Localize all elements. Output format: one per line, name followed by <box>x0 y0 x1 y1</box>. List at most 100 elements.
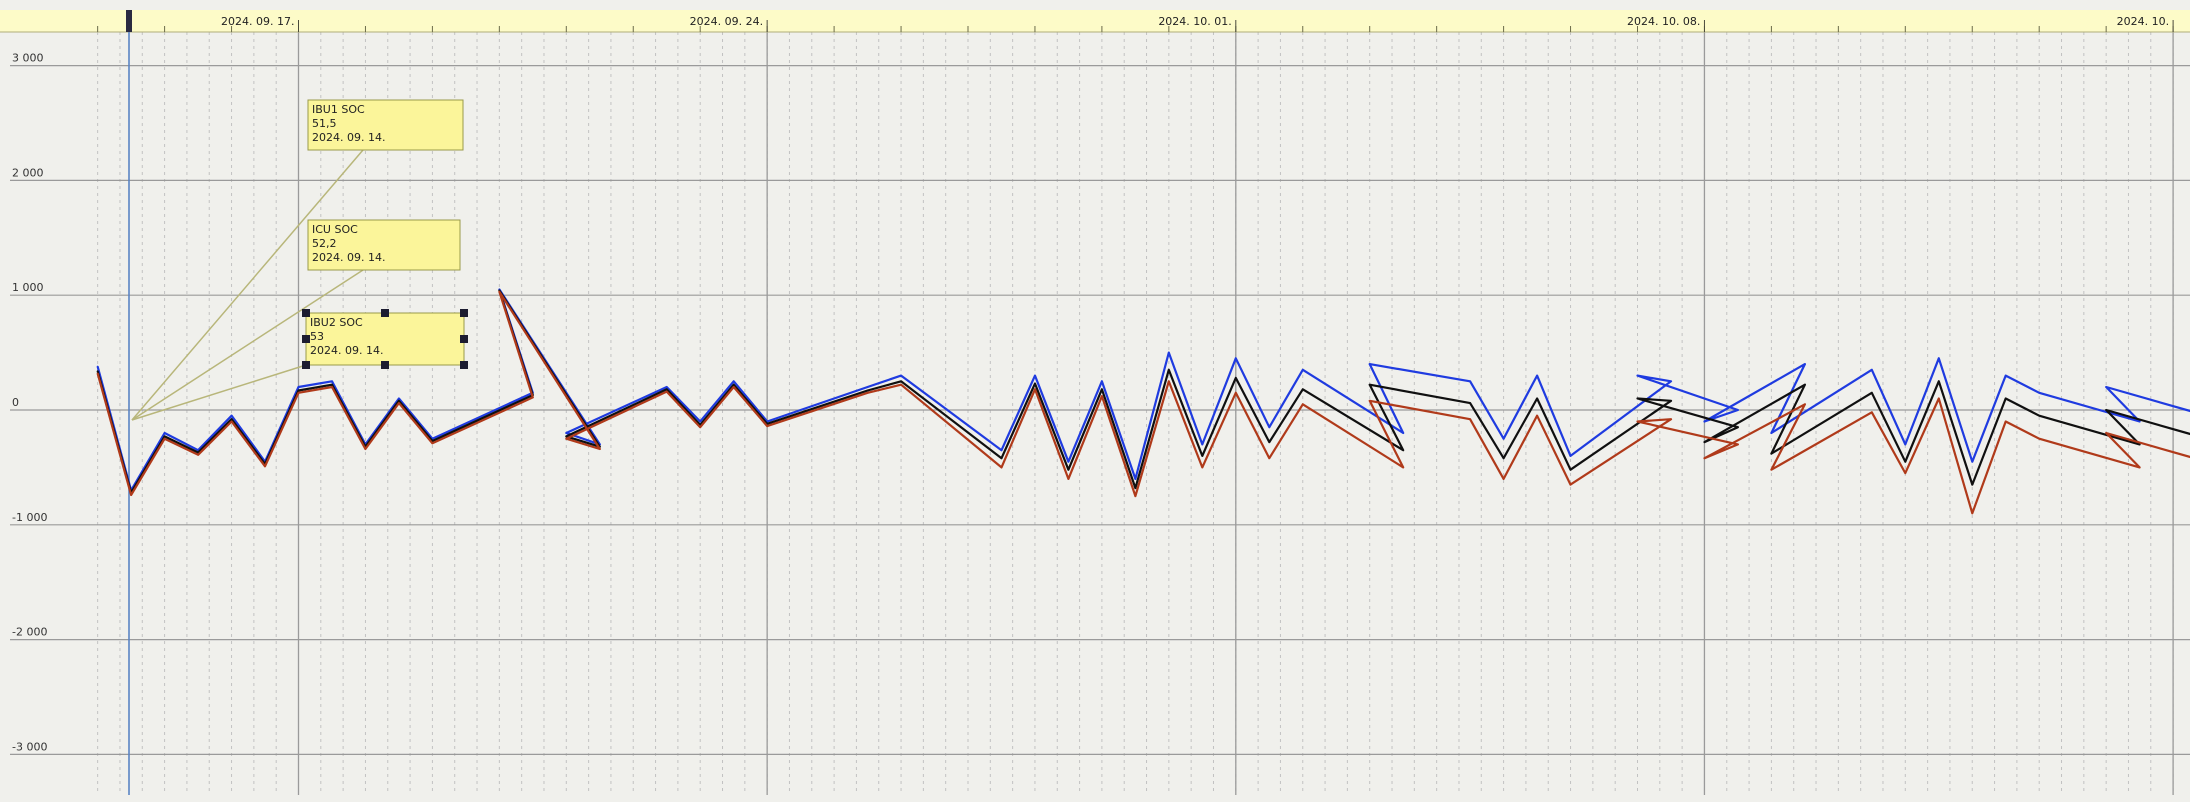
series-point-1 <box>1972 484 1974 486</box>
y-tick-label: 3 000 <box>12 52 44 65</box>
series-point-1 <box>1871 392 1873 394</box>
series-point-0 <box>164 432 166 434</box>
series-point-0 <box>666 386 668 388</box>
series-point-2 <box>1269 457 1271 459</box>
series-point-1 <box>1168 369 1170 371</box>
series-point-2 <box>532 397 534 399</box>
series-point-2 <box>1570 484 1572 486</box>
series-point-2 <box>1536 415 1538 417</box>
series-point-2 <box>130 494 132 496</box>
series-point-2 <box>164 438 166 440</box>
cursor-handle[interactable] <box>126 10 132 32</box>
series-point-1 <box>1001 457 1003 459</box>
series-point-1 <box>1369 384 1371 386</box>
series-point-0 <box>2005 375 2007 377</box>
series-point-1 <box>1068 469 1070 471</box>
series-point-2 <box>1503 478 1505 480</box>
series-point-2 <box>1068 478 1070 480</box>
series-point-1 <box>1905 461 1907 463</box>
y-tick-label: -3 000 <box>12 740 47 753</box>
resize-handle[interactable] <box>460 335 468 343</box>
resize-handle[interactable] <box>381 309 389 317</box>
series-point-1 <box>1235 377 1237 379</box>
series-point-0 <box>1804 363 1806 365</box>
series-point-2 <box>566 438 568 440</box>
series-point-0 <box>2038 392 2040 394</box>
annotation-title: IBU1 SOC <box>312 103 365 116</box>
series-point-0 <box>1536 375 1538 377</box>
series-point-0 <box>231 415 233 417</box>
series-point-2 <box>1938 398 1940 400</box>
resize-handle[interactable] <box>460 361 468 369</box>
x-tick-label: 2024. 10. 01. <box>1158 15 1231 28</box>
series-point-0 <box>1168 352 1170 354</box>
series-point-0 <box>1704 421 1706 423</box>
resize-handle[interactable] <box>381 361 389 369</box>
series-point-1 <box>398 400 400 402</box>
series-point-1 <box>1670 400 1672 402</box>
series-point-2 <box>867 392 869 394</box>
series-point-0 <box>331 381 333 383</box>
series-point-2 <box>1135 495 1137 497</box>
series-point-0 <box>1570 455 1572 457</box>
x-tick-label: 2024. 09. 17. <box>221 15 294 28</box>
annotation-date: 2024. 09. 14. <box>310 344 383 357</box>
series-point-0 <box>1369 363 1371 365</box>
series-point-1 <box>1637 398 1639 400</box>
series-point-0 <box>1871 369 1873 371</box>
series-point-1 <box>867 390 869 392</box>
series-point-1 <box>1536 398 1538 400</box>
series-point-0 <box>867 386 869 388</box>
series-point-2 <box>97 373 99 375</box>
series-point-1 <box>298 390 300 392</box>
series-point-1 <box>1302 389 1304 391</box>
series-point-0 <box>1202 444 1204 446</box>
annotation-value: 53 <box>310 330 324 343</box>
series-point-0 <box>1771 432 1773 434</box>
series-point-0 <box>1269 426 1271 428</box>
series-point-0 <box>1972 461 1974 463</box>
series-point-2 <box>1235 392 1237 394</box>
series-point-2 <box>1202 467 1204 469</box>
series-point-2 <box>398 402 400 404</box>
resize-handle[interactable] <box>302 335 310 343</box>
y-tick-label: 0 <box>12 396 19 409</box>
series-point-0 <box>1302 369 1304 371</box>
series-point-0 <box>1101 381 1103 383</box>
series-point-0 <box>1938 358 1940 360</box>
series-point-1 <box>164 436 166 438</box>
annotation-value: 52,2 <box>312 237 337 250</box>
series-point-2 <box>264 466 266 468</box>
series-point-2 <box>699 426 701 428</box>
series-point-2 <box>1168 381 1170 383</box>
series-point-1 <box>566 436 568 438</box>
series-point-1 <box>1570 469 1572 471</box>
series-point-0 <box>1737 409 1739 411</box>
x-tick-label: 2024. 10. 08. <box>1627 15 1700 28</box>
series-point-1 <box>1202 455 1204 457</box>
series-point-2 <box>1905 472 1907 474</box>
series-point-2 <box>1369 400 1371 402</box>
resize-handle[interactable] <box>302 361 310 369</box>
series-point-0 <box>1068 461 1070 463</box>
series-point-1 <box>1737 426 1739 428</box>
series-point-2 <box>365 448 367 450</box>
series-point-2 <box>2038 438 2040 440</box>
resize-handle[interactable] <box>460 309 468 317</box>
series-point-1 <box>231 418 233 420</box>
series-point-0 <box>398 398 400 400</box>
series-point-0 <box>1503 438 1505 440</box>
time-axis-header <box>0 10 2190 32</box>
series-point-1 <box>1804 384 1806 386</box>
series-point-1 <box>2005 398 2007 400</box>
y-tick-label: -1 000 <box>12 511 47 524</box>
series-point-2 <box>766 425 768 427</box>
resize-handle[interactable] <box>302 309 310 317</box>
series-point-2 <box>733 386 735 388</box>
series-point-2 <box>1001 467 1003 469</box>
series-point-2 <box>298 392 300 394</box>
series-point-1 <box>1704 441 1706 443</box>
series-point-1 <box>1938 381 1940 383</box>
series-point-2 <box>900 384 902 386</box>
